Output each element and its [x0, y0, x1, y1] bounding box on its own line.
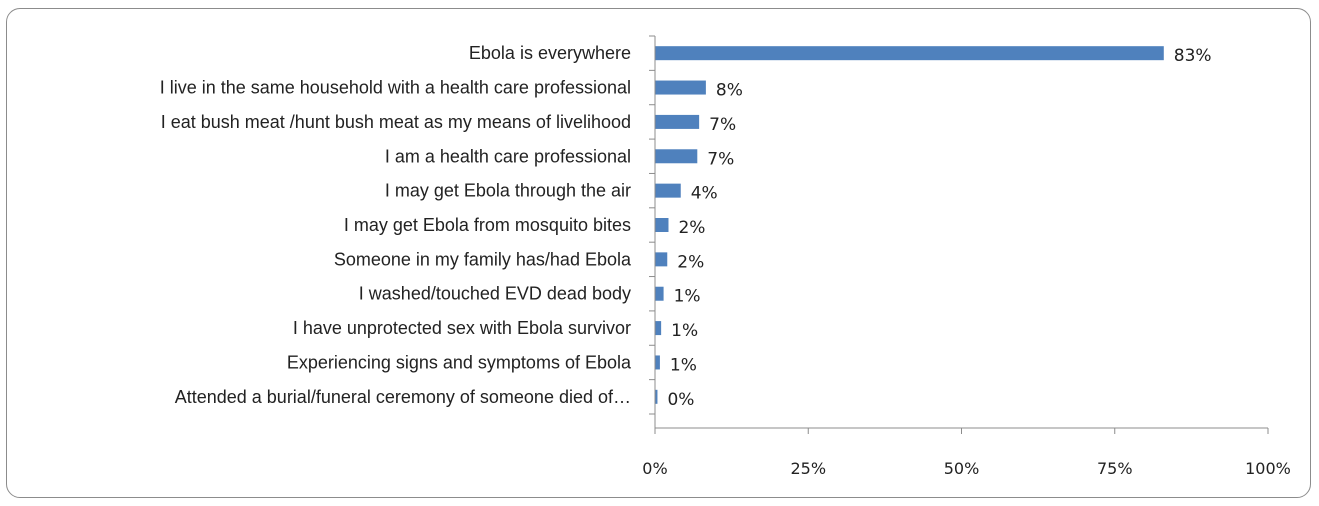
category-label-2: I live in the same household with a heal…	[160, 78, 631, 98]
category-label-7: Someone in my family has/had Ebola	[334, 249, 632, 269]
bar-1	[655, 46, 1164, 61]
bar-7	[655, 252, 668, 267]
data-label-2: 8%	[716, 81, 743, 101]
bar-4	[655, 149, 698, 164]
data-label-7: 2%	[677, 252, 704, 272]
x-tick-label-2: 25%	[790, 459, 826, 478]
labels-layer: Ebola is everywhere 83% I live in the same…	[160, 43, 1291, 478]
bar-3	[655, 114, 700, 129]
data-label-11: 0%	[667, 390, 694, 410]
bar-5	[655, 183, 681, 198]
x-tick-label-5: 100%	[1245, 459, 1291, 478]
category-label-4: I am a health care professional	[385, 146, 631, 166]
data-label-6: 2%	[678, 218, 705, 238]
x-tick-label-4: 75%	[1097, 459, 1133, 478]
x-tick-label-3: 50%	[944, 459, 980, 478]
bar-2	[655, 80, 706, 95]
category-label-3: I eat bush meat /hunt bush meat as my me…	[161, 112, 631, 132]
category-label-10: Experiencing signs and symptoms of Ebola	[287, 352, 632, 372]
category-label-8: I washed/touched EVD dead body	[359, 284, 631, 304]
category-label-11: Attended a burial/funeral ceremony of so…	[175, 387, 631, 407]
bar-10	[655, 355, 660, 370]
category-label-9: I have unprotected sex with Ebola surviv…	[293, 318, 631, 338]
data-label-4: 7%	[707, 149, 734, 169]
bar-6	[655, 218, 669, 232]
data-label-10: 1%	[670, 355, 697, 375]
bar-8	[655, 286, 664, 301]
bars-layer	[655, 46, 1164, 404]
axes-layer	[649, 35, 1269, 434]
data-label-1: 83%	[1174, 46, 1212, 66]
x-tick-label-1: 0%	[642, 459, 667, 478]
bar-11	[655, 389, 658, 404]
data-label-9: 1%	[671, 321, 698, 341]
data-label-8: 1%	[674, 287, 701, 307]
data-label-5: 4%	[691, 184, 718, 204]
bar-9	[655, 321, 662, 336]
category-label-5: I may get Ebola through the air	[385, 181, 631, 201]
data-label-3: 7%	[709, 115, 736, 135]
category-label-1: Ebola is everywhere	[469, 43, 631, 63]
category-label-6: I may get Ebola from mosquito bites	[344, 215, 631, 235]
